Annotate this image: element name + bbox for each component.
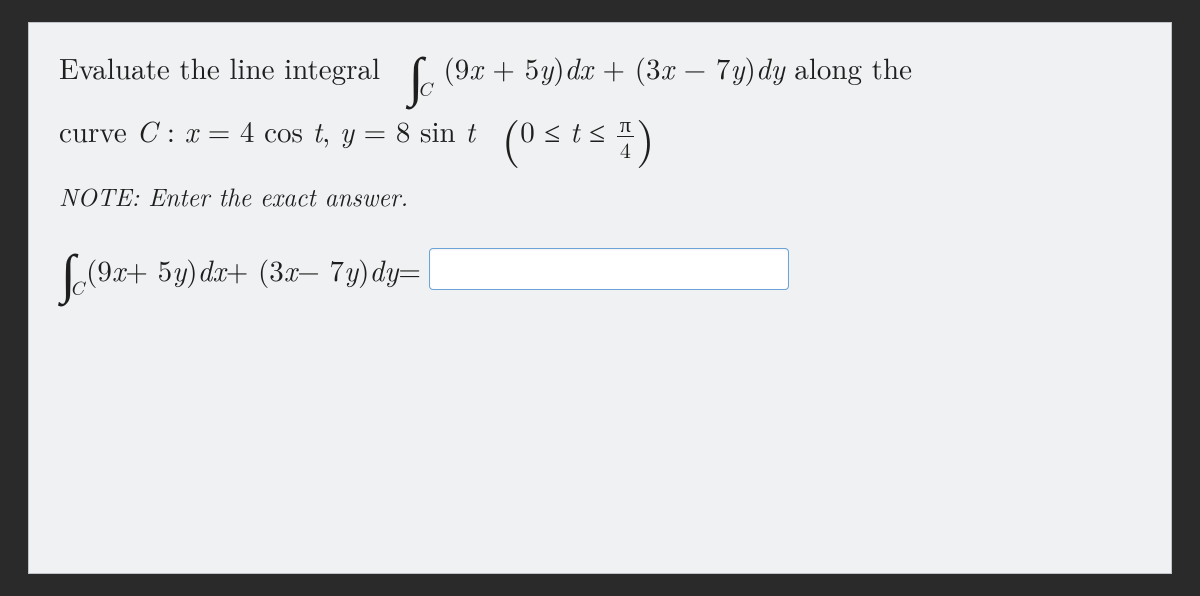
var-t-2: t: [465, 110, 475, 151]
var-y-1: y: [539, 47, 553, 88]
integral-symbol: ∫ C: [409, 51, 432, 94]
plus-3x: + (3: [593, 47, 661, 88]
var-y-3: y: [340, 110, 354, 151]
domain-fraction: π4: [617, 112, 634, 161]
dy-1: dy: [756, 47, 785, 88]
var-x-a1: x: [112, 249, 125, 290]
ans-minus-7y: − 7: [297, 249, 344, 290]
curve-C: C: [136, 110, 157, 151]
integral-sign-icon: ∫: [409, 51, 424, 94]
var-y-a2: y: [344, 249, 358, 290]
domain-open-paren: (: [502, 117, 521, 155]
var-t-1: t: [313, 110, 323, 151]
prompt-line-2: curve C : x = 4 cos t, y = 8 sin t (0 ≤ …: [59, 110, 1141, 160]
prompt-lead: Evaluate the line integral: [59, 47, 380, 88]
curve-lead: curve: [59, 110, 136, 151]
rparen-1: ): [553, 47, 564, 88]
curve-colon: :: [157, 110, 184, 151]
prompt-line-1: Evaluate the line integral ∫ C (9x + 5y)…: [59, 45, 1141, 94]
minus-7y: − 7: [674, 47, 730, 88]
answer-input[interactable]: [429, 248, 789, 290]
y-eq: = 8 sin: [354, 110, 465, 151]
ans-rparen-2: ): [358, 249, 369, 290]
question-panel: Evaluate the line integral ∫ C (9x + 5y)…: [28, 22, 1172, 574]
comma: ,: [322, 110, 340, 151]
dx-1: dx: [565, 47, 593, 88]
integral-sign-icon-2: ∫: [61, 248, 76, 291]
answer-integral-symbol: ∫ C: [61, 248, 84, 291]
var-y-a1: y: [172, 249, 186, 290]
ans-plus-3x: + (3: [226, 249, 284, 290]
rparen-2: ): [744, 47, 755, 88]
along-text: along the: [785, 47, 912, 88]
integrand-open: (9: [444, 47, 470, 88]
ans-rparen-1: ): [186, 249, 197, 290]
var-y-2: y: [730, 47, 744, 88]
ans-integrand-open: (9: [86, 249, 112, 290]
var-x-2: x: [661, 47, 674, 88]
answer-line: ∫ C (9x + 5y)dx + (3x − 7y)dy =: [59, 248, 1141, 291]
dx-a: dx: [198, 249, 226, 290]
domain-close-paren: ): [636, 117, 655, 155]
plus-5y: + 5: [483, 47, 539, 88]
frac-den: 4: [617, 137, 634, 161]
eq-sign: =: [398, 249, 421, 290]
ans-plus-5y: + 5: [125, 249, 172, 290]
dy-a: dy: [369, 249, 398, 290]
frac-num: π: [617, 112, 634, 137]
note-line: NOTE: Enter the exact answer.: [59, 179, 1141, 214]
var-x-3: x: [185, 110, 198, 151]
var-x-a2: x: [284, 249, 297, 290]
domain-lead: 0 ≤: [520, 110, 570, 151]
screen-frame: Evaluate the line integral ∫ C (9x + 5y)…: [0, 0, 1200, 596]
domain-mid: ≤: [580, 110, 615, 151]
x-eq: = 4 cos: [198, 110, 313, 151]
var-x-1: x: [469, 47, 482, 88]
var-t-3: t: [570, 110, 580, 151]
